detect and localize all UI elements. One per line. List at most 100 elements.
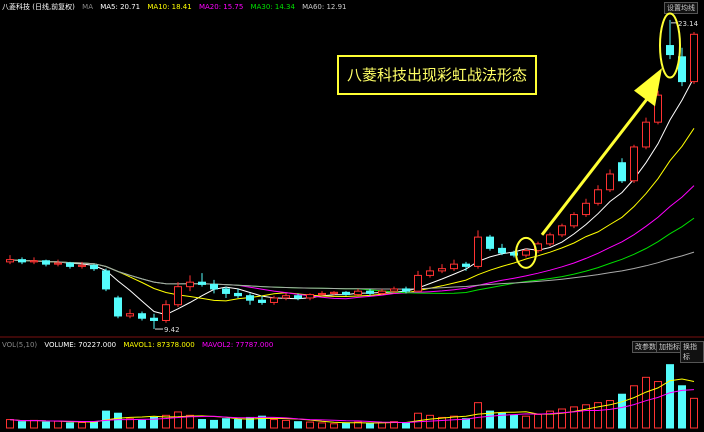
volume-bar xyxy=(678,385,686,429)
volume-bar xyxy=(354,421,362,429)
ma60-line xyxy=(9,251,695,290)
candle-down xyxy=(102,270,110,290)
high-price-label: 23.14 xyxy=(678,20,699,28)
volume-bar xyxy=(30,419,38,429)
volume-bar xyxy=(126,418,134,429)
mavol2-value: MAVOL2: 77787.000 xyxy=(201,341,274,349)
volume-bar xyxy=(186,414,194,429)
candle-down xyxy=(510,252,518,256)
ma60-value: MA60: 12.91 xyxy=(302,3,347,11)
volume-bar xyxy=(174,411,182,429)
ma30-value: MA30: 14.34 xyxy=(250,3,295,11)
candle-up xyxy=(414,274,422,292)
vol-title: VOL(5,10) xyxy=(2,341,38,349)
volume-bar xyxy=(270,419,278,429)
candle-up xyxy=(174,286,182,306)
ma-settings-button[interactable]: 设置均线 xyxy=(664,2,698,14)
candle-up xyxy=(6,259,14,263)
candle-down xyxy=(618,162,626,182)
volume-bar xyxy=(18,421,26,429)
volume-bar xyxy=(402,422,410,429)
volume-bar xyxy=(594,402,602,429)
candle-down xyxy=(666,45,674,56)
volume-value: VOLUME: 70227.000 xyxy=(44,341,117,349)
change-indicator-button[interactable]: 换指标 xyxy=(680,341,704,363)
volume-bar xyxy=(510,414,518,429)
volume-bar xyxy=(198,419,206,429)
candle-down xyxy=(66,262,74,267)
ma20-value: MA20: 15.75 xyxy=(198,3,244,11)
candle-up xyxy=(558,225,566,236)
volume-bar xyxy=(606,400,614,429)
volume-bar xyxy=(258,415,266,429)
volume-bar xyxy=(90,421,98,429)
ma5-value: MA5: 20.71 xyxy=(100,3,141,11)
volume-bar xyxy=(234,419,242,429)
volume-bar xyxy=(294,421,302,429)
ma5-line xyxy=(9,77,695,316)
volume-bar xyxy=(222,418,230,429)
candle-down xyxy=(342,291,350,296)
volume-bar xyxy=(474,402,482,429)
candle-down xyxy=(210,283,218,290)
volume-bar xyxy=(282,419,290,429)
candle-up xyxy=(654,94,662,123)
volume-bar xyxy=(582,404,590,429)
volume-bar xyxy=(318,422,326,429)
candle-down xyxy=(222,288,230,294)
volume-bar xyxy=(162,414,170,429)
candle-up xyxy=(474,236,482,267)
volume-bar xyxy=(654,381,662,429)
candle-up xyxy=(306,294,314,299)
candle-up xyxy=(522,250,530,256)
volume-bar xyxy=(342,422,350,429)
candle-down xyxy=(402,288,410,292)
volume-bar xyxy=(630,385,638,429)
candle-down xyxy=(366,290,374,294)
edit-params-button[interactable]: 改参数 xyxy=(632,341,659,353)
candle-up xyxy=(354,290,362,296)
candle-up xyxy=(318,292,326,296)
candle-up xyxy=(642,121,650,148)
volume-bar xyxy=(438,416,446,429)
candle-up xyxy=(390,288,398,292)
candle-down xyxy=(486,236,494,249)
volume-bar xyxy=(42,421,50,429)
candle-down xyxy=(462,263,470,267)
ma20-line xyxy=(9,185,695,300)
volume-bar xyxy=(642,376,650,429)
candle-up xyxy=(594,189,602,204)
volume-bar xyxy=(546,410,554,429)
candle-up xyxy=(630,146,638,182)
candle-up xyxy=(378,290,386,294)
ma10-line xyxy=(9,128,695,302)
trend-arrow xyxy=(540,94,652,236)
candle-down xyxy=(90,264,98,270)
volume-bar xyxy=(150,416,158,429)
highlight-ellipse-peak xyxy=(659,12,681,79)
volume-bar xyxy=(366,422,374,429)
candle-down xyxy=(42,260,50,265)
candle-down xyxy=(246,295,254,301)
volume-bar xyxy=(210,419,218,429)
volume-bar xyxy=(618,393,626,429)
volume-bar xyxy=(570,406,578,429)
volume-bar xyxy=(54,420,62,429)
volume-bar xyxy=(138,419,146,429)
mavol5-line xyxy=(9,378,695,424)
volume-bar xyxy=(462,418,470,429)
mavol10-line xyxy=(9,389,695,424)
volume-bar xyxy=(330,423,338,429)
candle-down xyxy=(138,313,146,319)
volume-bar xyxy=(306,421,314,429)
arrow-head-icon xyxy=(634,68,662,107)
candle-up xyxy=(78,264,86,267)
candle-down xyxy=(114,297,122,317)
candle-down xyxy=(258,299,266,303)
volume-bar xyxy=(390,421,398,429)
candle-up xyxy=(606,173,614,191)
candle-up xyxy=(270,297,278,303)
ma-label: MA xyxy=(82,3,93,11)
candle-down xyxy=(234,292,242,297)
